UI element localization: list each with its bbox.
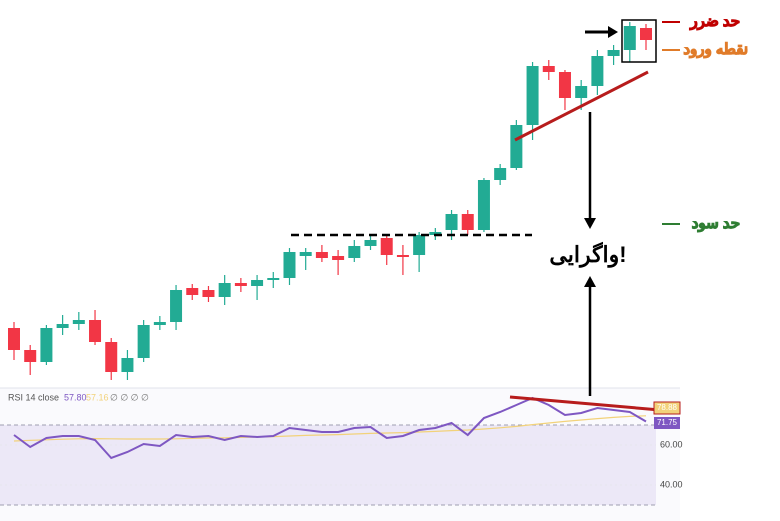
candle-body (380, 238, 393, 255)
candle-body (494, 168, 507, 180)
candle-body (283, 252, 296, 278)
take-profit-label: حد سود (692, 215, 740, 232)
candle-body (121, 358, 134, 372)
candle-body (24, 350, 37, 362)
candle-body (461, 214, 474, 230)
y-tick-label: 40.00 (660, 479, 683, 489)
candle-body (575, 86, 588, 98)
divergence-label: واگرایی! (549, 241, 626, 268)
last-label-box (653, 401, 681, 415)
candle-body (445, 214, 458, 230)
candle-body (202, 290, 215, 297)
candle-body (542, 66, 555, 72)
candle-body (640, 28, 652, 40)
price-trendline (514, 70, 649, 142)
candle-body (267, 278, 280, 280)
candle-body (8, 328, 20, 350)
candle-body (477, 180, 490, 230)
rsi-title: RSI 14 close (8, 392, 59, 402)
candle-body (218, 283, 231, 297)
candle-body (89, 320, 102, 342)
candle-body (137, 325, 150, 358)
candle-body (526, 66, 539, 125)
down-arrowhead (584, 218, 596, 229)
entry-arrowhead (608, 26, 618, 38)
entry-box (621, 19, 657, 63)
last-label-box (654, 417, 680, 429)
candle-body (607, 50, 620, 56)
rsi-header-value: ∅ ∅ ∅ ∅ (110, 392, 149, 402)
stop-loss-label: حد ضرر (689, 13, 740, 30)
candle-body (348, 246, 361, 258)
candle-body (413, 235, 426, 255)
candle-body (299, 252, 312, 256)
candle-body (429, 232, 442, 235)
entry-label: نقطه ورود (683, 41, 748, 58)
candle-body (40, 328, 53, 362)
candle-body (234, 283, 247, 286)
candle-body (251, 280, 264, 286)
rsi-line (13, 396, 647, 460)
candle-body (396, 255, 409, 257)
candle-body (105, 342, 118, 372)
up-arrowhead (584, 276, 596, 287)
rsi-band (0, 425, 656, 505)
candle-body (591, 56, 604, 86)
candle-body (153, 322, 166, 325)
price-layer (8, 22, 652, 380)
rsi-trendline (509, 395, 661, 412)
y-tick-label: 60.00 (660, 439, 683, 449)
rsi-line (13, 415, 647, 442)
rsi-header-value: 57.16 (86, 392, 109, 402)
rsi-layer: 60.00 40.00 (0, 396, 683, 506)
candle-body (510, 125, 523, 168)
candle-body (186, 288, 199, 295)
candle-body (315, 252, 328, 258)
last-label: 71.75 (657, 418, 678, 427)
candle-body (364, 240, 377, 246)
candle-body (558, 72, 571, 98)
candle-body (56, 324, 69, 328)
candle-body (332, 256, 345, 260)
last-label: 78.88 (657, 403, 678, 412)
candle-body (72, 320, 85, 324)
candle-body (170, 290, 183, 322)
rsi-header-value: 57.80 (64, 392, 87, 402)
candle-body (623, 26, 636, 50)
